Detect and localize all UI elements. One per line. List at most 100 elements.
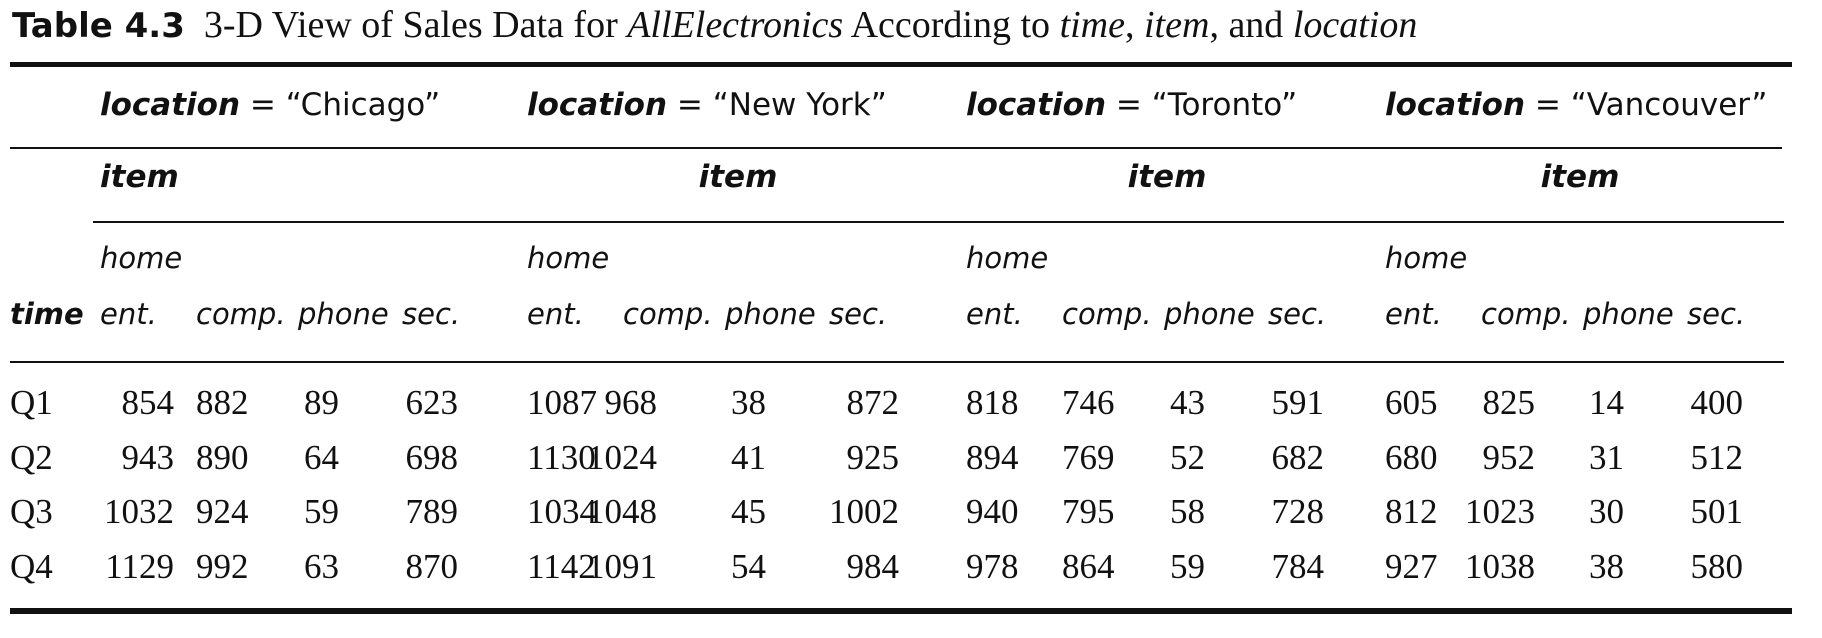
caption-part: According to [843, 4, 1060, 46]
item-column-label: comp. [196, 297, 286, 331]
table-cell: 1129 [105, 547, 174, 586]
location-header: location = “New York” [527, 90, 887, 121]
table-cell: 890 [196, 438, 249, 477]
item-header: item [1127, 159, 1207, 195]
table-cell: 1032 [104, 492, 174, 531]
table-cell: 1024 [587, 438, 657, 477]
table-cell: 927 [1385, 547, 1438, 586]
bottom-rule [10, 608, 1792, 614]
table-cell: 580 [1690, 547, 1744, 586]
table-cell: 789 [405, 492, 459, 531]
item-column-label: sec. [1687, 297, 1746, 331]
caption-part: time [1059, 4, 1125, 46]
table-cell: 894 [966, 438, 1019, 477]
table-cell: 45 [731, 492, 766, 531]
row-time-label: Q1 [10, 383, 53, 422]
location-equals: = [667, 87, 713, 123]
item-column-label: sec. [1268, 297, 1327, 331]
location-equals: = [240, 87, 286, 123]
row-time-label: Q3 [10, 492, 53, 531]
item-column-top: home [100, 241, 183, 275]
item-column-label: ent. [1385, 297, 1442, 331]
location-rule [10, 147, 1782, 149]
table-cell: 605 [1385, 383, 1438, 422]
table-cell: 1130 [527, 438, 596, 477]
item-column-top: home [966, 241, 1049, 275]
caption-part: AllElectronics [627, 4, 844, 46]
table-cell: 728 [1271, 492, 1325, 531]
table-cell: 1023 [1465, 492, 1535, 531]
table-cell: 1091 [587, 547, 657, 586]
table-cell: 1034 [527, 492, 597, 531]
table-cell: 680 [1385, 438, 1438, 477]
table-cell: 1038 [1465, 547, 1535, 586]
table-cell: 30 [1589, 492, 1624, 531]
table-cell: 623 [405, 383, 459, 422]
table-cell: 682 [1271, 438, 1325, 477]
table-cell: 38 [731, 383, 766, 422]
table-cell: 968 [604, 383, 658, 422]
item-column-label: sec. [829, 297, 888, 331]
caption-text: 3-D View of Sales Data for AllElectronic… [204, 4, 1417, 46]
caption-part: , and [1209, 4, 1293, 46]
item-column-top: home [1385, 241, 1468, 275]
location-header: location = “Chicago” [100, 90, 440, 121]
caption-part: item [1144, 4, 1210, 46]
table-cell: 818 [966, 383, 1019, 422]
caption-part: , [1125, 4, 1144, 46]
caption-part: 3-D View of Sales Data for [203, 4, 628, 46]
header-rule [10, 361, 1784, 363]
location-equals: = [1525, 87, 1571, 123]
table-cell: 54 [731, 547, 766, 586]
table-cell: 795 [1062, 492, 1115, 531]
table-cell: 746 [1062, 383, 1115, 422]
location-equals: = [1106, 87, 1152, 123]
item-column-label: sec. [402, 297, 461, 331]
top-rule [10, 62, 1792, 67]
table-cell: 41 [731, 438, 766, 477]
item-column-label: phone [1583, 297, 1674, 331]
time-header: time [10, 297, 84, 331]
table-cell: 58 [1170, 492, 1205, 531]
table-cell: 14 [1589, 383, 1624, 422]
table-cell: 784 [1271, 547, 1325, 586]
item-column-label: comp. [1062, 297, 1152, 331]
table-cell: 400 [1690, 383, 1744, 422]
table-cell: 924 [196, 492, 249, 531]
table-cell: 984 [846, 547, 900, 586]
location-name: “Chicago” [285, 87, 441, 123]
location-name: “Toronto” [1151, 87, 1298, 123]
table-cell: 64 [304, 438, 339, 477]
table-cell: 769 [1062, 438, 1115, 477]
table-cell: 591 [1271, 383, 1325, 422]
table-cell: 1048 [587, 492, 657, 531]
table-cell: 59 [1170, 547, 1205, 586]
table-cell: 943 [121, 438, 175, 477]
item-column-top: home [527, 241, 610, 275]
location-name: “Vancouver” [1570, 87, 1768, 123]
location-key: location [527, 87, 668, 123]
location-header: location = “Vancouver” [1385, 90, 1767, 121]
item-header: item [1540, 159, 1620, 195]
table-cell: 501 [1690, 492, 1744, 531]
table-cell: 38 [1589, 547, 1624, 586]
item-column-label: comp. [623, 297, 713, 331]
table-cell: 512 [1690, 438, 1744, 477]
table-cell: 854 [121, 383, 175, 422]
table-cell: 870 [405, 547, 459, 586]
location-header: location = “Toronto” [966, 90, 1297, 121]
table-cell: 978 [966, 547, 1019, 586]
row-time-label: Q2 [10, 438, 53, 477]
item-column-label: phone [298, 297, 389, 331]
table-cell: 43 [1170, 383, 1205, 422]
table-cell: 1002 [829, 492, 899, 531]
item-column-label: ent. [100, 297, 157, 331]
table-caption: Table 4.3 3-D View of Sales Data for All… [12, 2, 1417, 49]
table-cell: 925 [846, 438, 900, 477]
table-cell: 882 [196, 383, 249, 422]
table-cell: 52 [1170, 438, 1205, 477]
table-cell: 59 [304, 492, 339, 531]
table-cell: 698 [405, 438, 459, 477]
location-name: “New York” [712, 87, 887, 123]
table-cell: 952 [1482, 438, 1536, 477]
